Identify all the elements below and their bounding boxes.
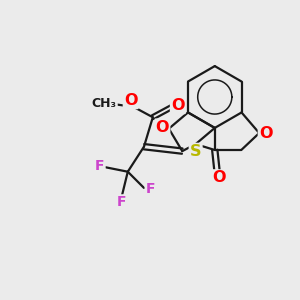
Text: F: F: [117, 195, 127, 209]
Text: F: F: [146, 182, 155, 197]
Text: CH₃: CH₃: [92, 98, 117, 110]
Text: O: O: [259, 126, 272, 141]
Text: S: S: [190, 144, 201, 159]
Text: O: O: [212, 170, 225, 185]
Text: F: F: [95, 159, 105, 173]
Text: O: O: [124, 93, 137, 108]
Text: O: O: [171, 98, 184, 113]
Text: O: O: [156, 120, 169, 135]
